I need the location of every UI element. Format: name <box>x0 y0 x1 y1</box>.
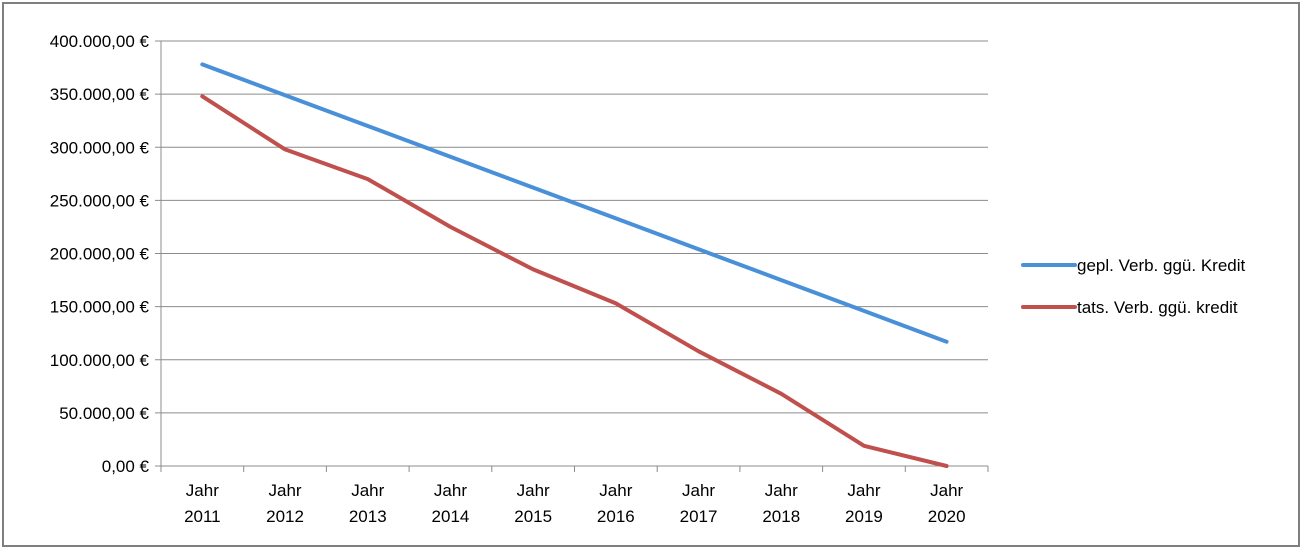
axes <box>155 40 989 472</box>
x-tick-label: Jahr 2014 <box>432 481 470 526</box>
y-tick-label: 400.000,00 € <box>50 32 150 51</box>
x-tick-label-line: 2013 <box>349 507 387 526</box>
x-tick-label-line: 2012 <box>266 507 304 526</box>
x-tick-label: Jahr 2012 <box>266 481 304 526</box>
x-tick-label-line: 2017 <box>680 507 718 526</box>
x-tick-label-line: Jahr <box>517 481 550 500</box>
gridlines <box>161 40 988 414</box>
y-tick-label: 250.000,00 € <box>50 191 150 210</box>
legend-label: tats. Verb. ggü. kredit <box>1077 298 1238 317</box>
x-tick-label: Jahr 2016 <box>597 481 635 526</box>
x-tick-label-line: Jahr <box>351 481 384 500</box>
x-tick-label-line: Jahr <box>930 481 963 500</box>
y-tick-labels: 0,00 € 50.000,00 € 100.000,00 € 150.000,00 … <box>50 32 150 476</box>
y-tick-label: 0,00 € <box>102 457 150 476</box>
y-tick-label: 350.000,00 € <box>50 85 150 104</box>
x-tick-label-line: Jahr <box>434 481 467 500</box>
x-tick-label-line: Jahr <box>186 481 219 500</box>
x-tick-label-line: 2011 <box>184 507 221 526</box>
x-tick-label-line: 2014 <box>432 507 470 526</box>
x-tick-label-line: Jahr <box>682 481 715 500</box>
x-tick-label-line: Jahr <box>847 481 880 500</box>
legend: gepl. Verb. ggü. Kredit tats. Verb. ggü. … <box>1021 256 1246 317</box>
series-line <box>200 94 949 468</box>
y-tick-label: 300.000,00 € <box>50 138 150 157</box>
x-tick-label: Jahr 2020 <box>928 481 966 526</box>
x-tick-label: Jahr 2019 <box>845 481 883 526</box>
x-tick-label-line: 2019 <box>845 507 883 526</box>
y-tick-label: 50.000,00 € <box>59 404 149 423</box>
x-tick-labels: Jahr 2011 Jahr 2012 Jahr 2013 Jahr 2014 Jahr 2015… <box>184 481 965 526</box>
x-tick-label-line: 2015 <box>514 507 552 526</box>
x-tick-label: Jahr 2013 <box>349 481 387 526</box>
y-tick-label: 100.000,00 € <box>50 351 150 370</box>
y-tick-label: 200.000,00 € <box>50 245 150 264</box>
x-tick-label-line: Jahr <box>765 481 798 500</box>
x-tick-label-line: Jahr <box>269 481 302 500</box>
x-tick-label-line: 2020 <box>928 507 966 526</box>
y-tick-label: 150.000,00 € <box>50 298 150 317</box>
legend-label: gepl. Verb. ggü. Kredit <box>1077 256 1246 275</box>
x-tick-label-line: 2018 <box>762 507 800 526</box>
x-tick-label: Jahr 2015 <box>514 481 552 526</box>
series-lines <box>200 62 949 468</box>
x-tick-label: Jahr 2018 <box>762 481 800 526</box>
x-tick-label-line: Jahr <box>599 481 632 500</box>
x-tick-label-line: 2016 <box>597 507 635 526</box>
x-tick-label: Jahr 2011 <box>184 481 221 526</box>
line-chart: 0,00 € 50.000,00 € 100.000,00 € 150.000,00 … <box>50 32 1246 526</box>
series-line <box>200 62 949 344</box>
x-tick-label: Jahr 2017 <box>680 481 718 526</box>
